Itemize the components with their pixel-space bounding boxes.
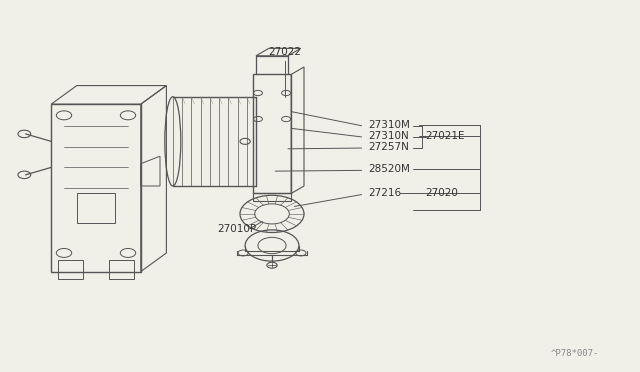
Bar bbox=[253, 74, 291, 193]
Text: 27010P: 27010P bbox=[218, 224, 257, 234]
Text: 27021E: 27021E bbox=[426, 131, 465, 141]
Text: 27310N: 27310N bbox=[368, 131, 409, 141]
Text: ^P78*007-: ^P78*007- bbox=[550, 349, 599, 358]
Text: 27310M: 27310M bbox=[368, 120, 410, 129]
Text: 27216: 27216 bbox=[368, 189, 401, 198]
Bar bbox=[253, 193, 291, 201]
Text: 28520M: 28520M bbox=[368, 164, 410, 174]
Text: 27020: 27020 bbox=[426, 189, 458, 198]
Text: 27257N: 27257N bbox=[368, 142, 409, 152]
Text: 27022: 27022 bbox=[268, 47, 301, 57]
